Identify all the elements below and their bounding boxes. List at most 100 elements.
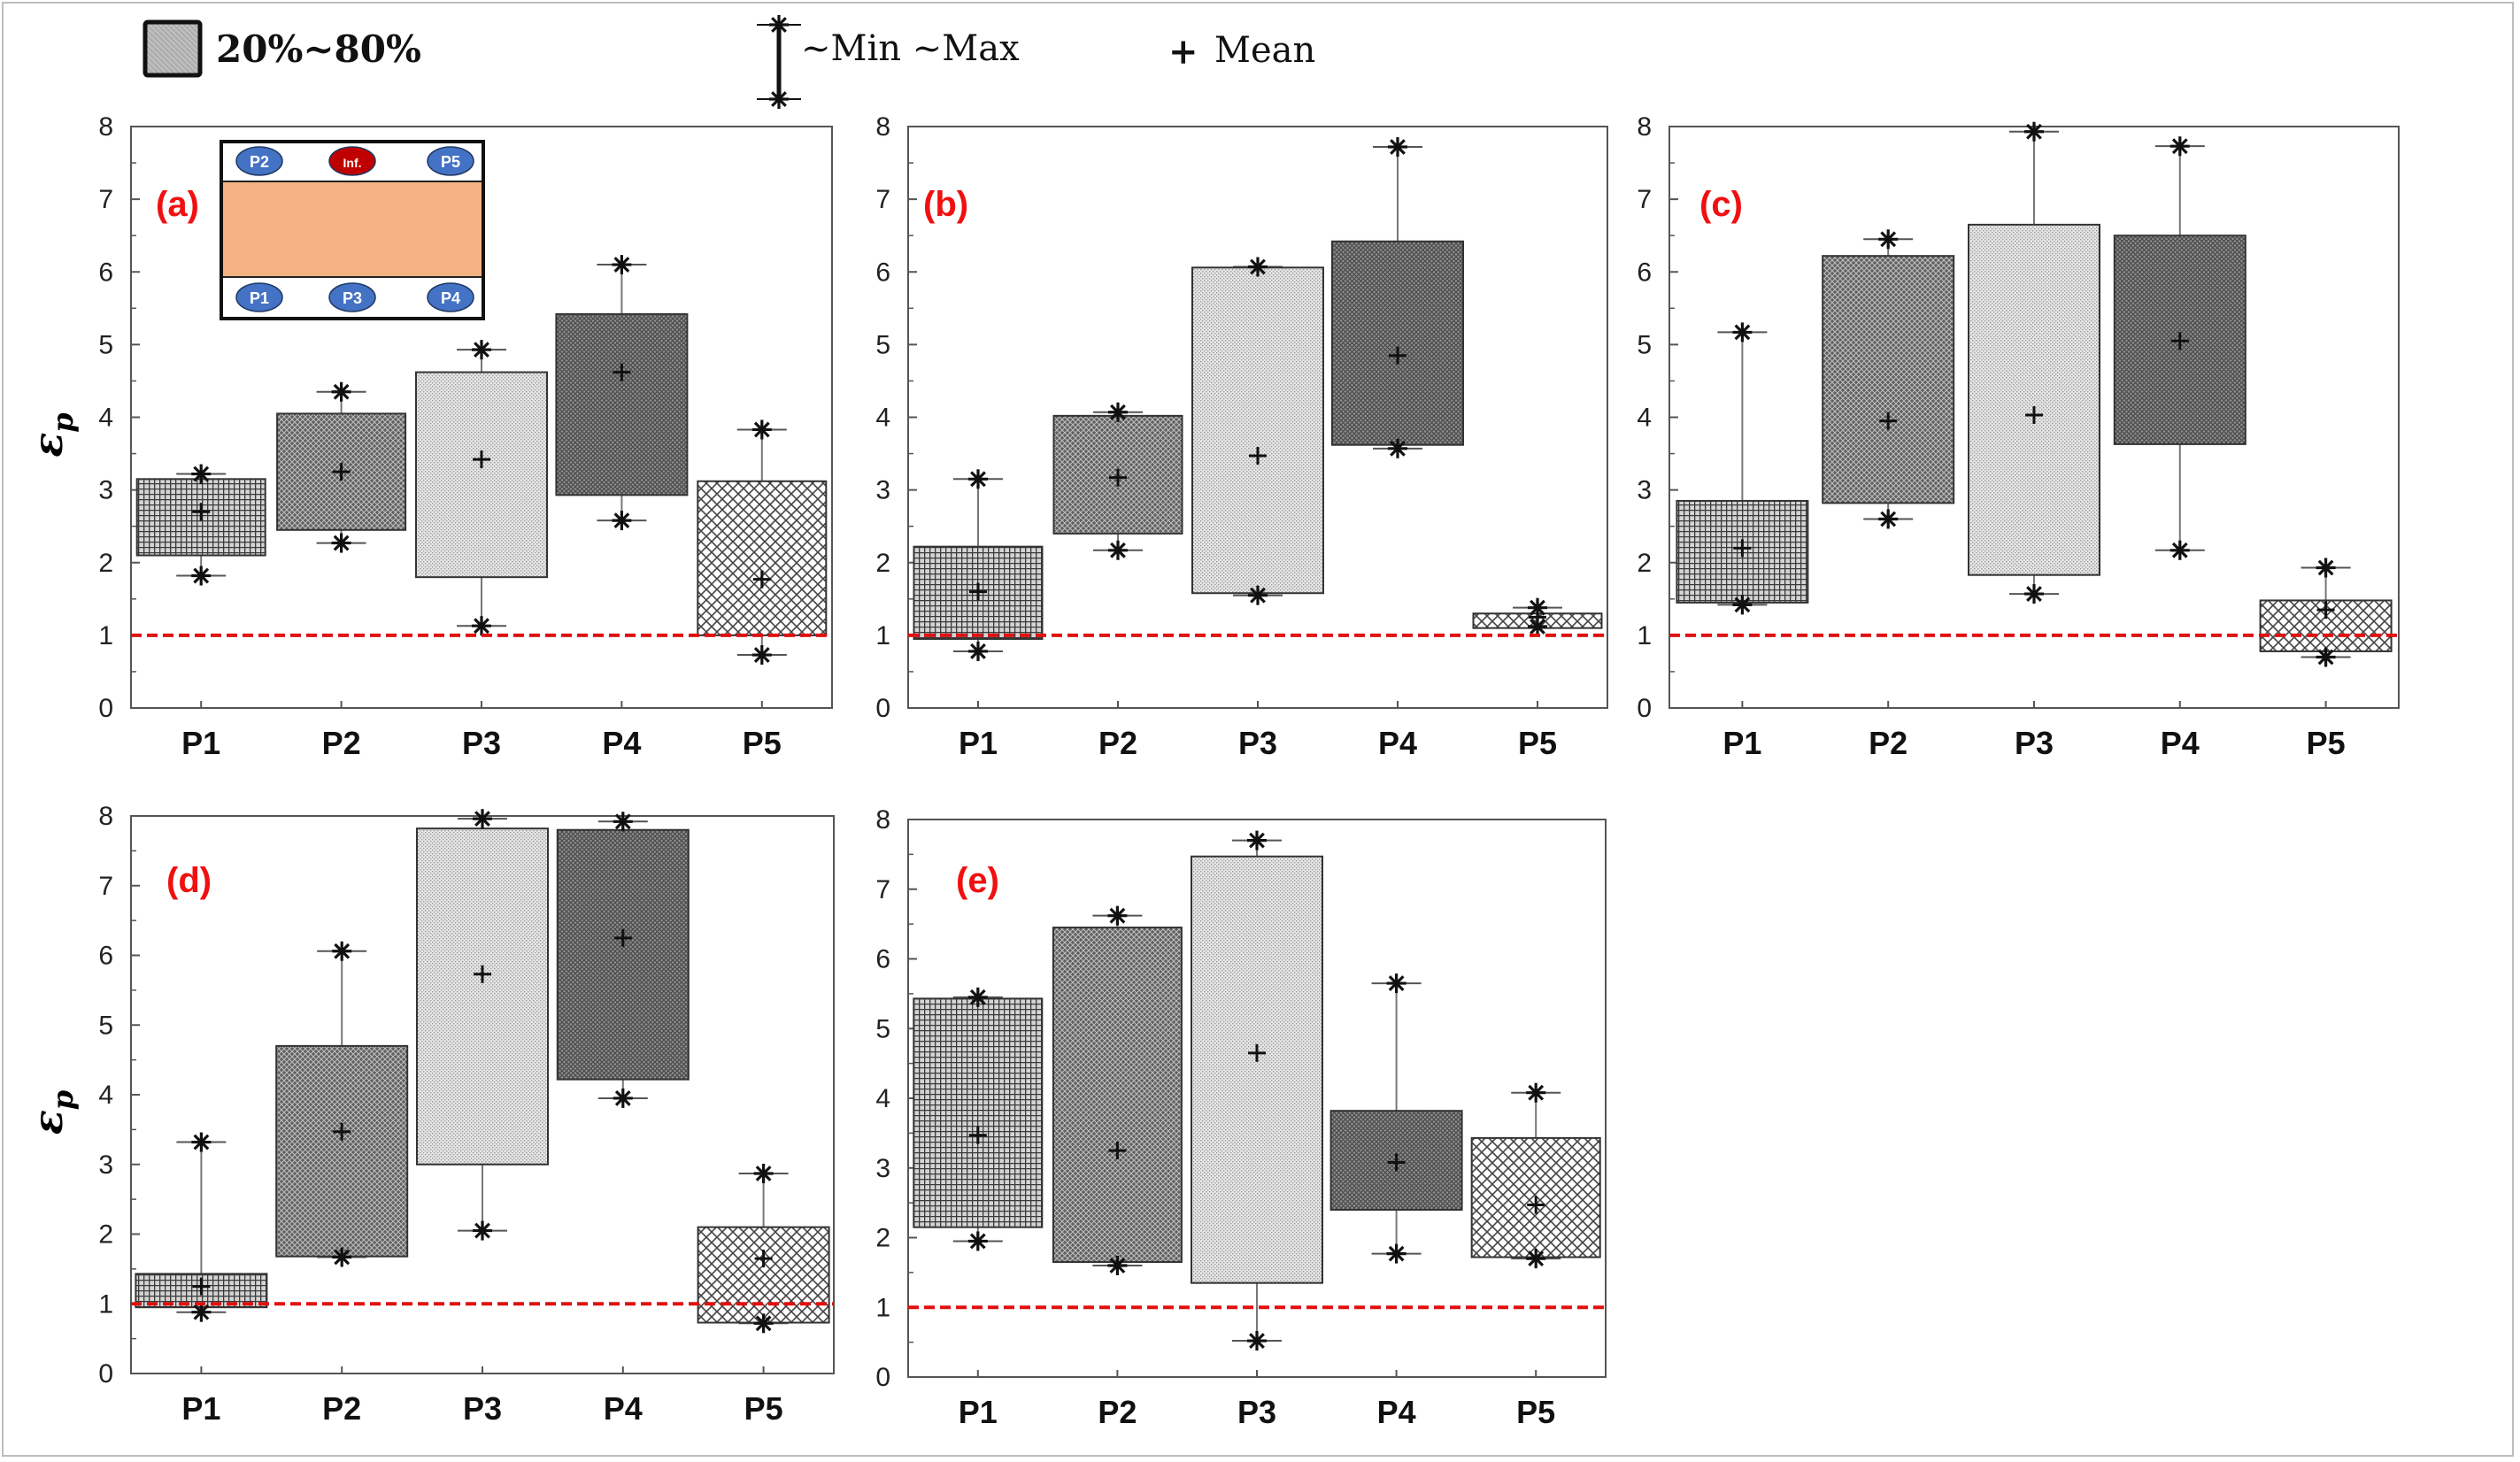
x-category-label: P4 <box>1378 725 1417 761</box>
min-marker <box>2024 584 2044 604</box>
x-category-label: P4 <box>602 725 641 761</box>
y-tick-label: 2 <box>1637 549 1652 578</box>
x-category-label: P5 <box>743 725 782 761</box>
y-tick-label: 8 <box>875 805 890 835</box>
y-tick-label: 5 <box>98 1011 113 1040</box>
mean-marker <box>969 582 987 601</box>
panel-label: (a) <box>156 185 199 224</box>
y-tick-label: 6 <box>98 258 113 287</box>
max-marker <box>751 419 772 440</box>
x-category-label: P2 <box>1869 725 1907 761</box>
x-category-label: P3 <box>462 725 501 761</box>
max-marker <box>753 1163 774 1183</box>
y-tick-label: 3 <box>875 476 890 505</box>
max-marker <box>331 381 351 402</box>
x-category-label: P2 <box>1098 725 1137 761</box>
x-category-label: P1 <box>181 1390 220 1427</box>
legend-min-marker <box>769 89 789 109</box>
y-tick-label: 4 <box>875 404 890 433</box>
box-body <box>1191 266 1324 595</box>
min-marker <box>1248 585 1268 605</box>
mean-marker <box>752 570 771 589</box>
box-p5 <box>697 1163 830 1334</box>
min-marker <box>2169 540 2190 560</box>
box-body <box>1968 223 2100 576</box>
y-tick-label: 8 <box>875 112 890 142</box>
x-category-label: P5 <box>744 1390 783 1427</box>
y-tick-label: 0 <box>98 1359 113 1389</box>
legend: 20%~80% ~Min ~Max + Mean <box>143 15 1315 109</box>
y-tick-label: 3 <box>875 1154 890 1183</box>
x-category-label: P5 <box>2307 725 2346 761</box>
box-p5 <box>1470 1082 1601 1269</box>
inset-sensor-bottom <box>235 282 283 312</box>
box-p4 <box>556 812 690 1108</box>
max-marker <box>1248 257 1268 277</box>
y-tick-label: 7 <box>1637 185 1652 214</box>
max-marker <box>1732 322 1753 342</box>
x-category-label: P4 <box>604 1390 643 1427</box>
box-p3 <box>1968 121 2100 604</box>
min-marker <box>473 1220 492 1241</box>
mean-marker <box>473 450 490 469</box>
box-p4 <box>555 255 689 531</box>
mean-marker <box>2025 406 2043 425</box>
x-category-label: P3 <box>1238 725 1277 761</box>
box-body <box>1052 927 1183 1264</box>
box-p1 <box>913 987 1044 1251</box>
y-axis-label: εp <box>24 1090 80 1135</box>
y-tick-label: 5 <box>98 330 113 359</box>
panel-label: (c) <box>1699 185 1743 224</box>
x-category-label: P1 <box>959 725 998 761</box>
y-tick-label: 3 <box>98 476 113 505</box>
max-marker <box>191 464 212 484</box>
box-p2 <box>1052 905 1183 1275</box>
box-body <box>556 828 690 1081</box>
specimen-inset: P2 Inf. P5 P1 P3 P4 <box>220 140 485 320</box>
box-body <box>275 1044 409 1258</box>
y-tick-label: 5 <box>875 330 890 359</box>
legend-box-label: 20%~80% <box>216 27 421 71</box>
mean-marker <box>1879 412 1898 430</box>
min-marker <box>751 645 772 666</box>
x-category-label: P2 <box>322 1390 361 1427</box>
legend-mean-symbol: + <box>1168 31 1198 73</box>
box-p2 <box>275 941 409 1267</box>
y-tick-label: 2 <box>875 549 890 578</box>
y-tick-label: 1 <box>98 1289 113 1319</box>
mean-marker <box>192 503 211 521</box>
min-marker <box>1388 438 1407 458</box>
box-p1 <box>913 469 1044 661</box>
y-tick-label: 4 <box>1637 404 1652 433</box>
inset-specimen <box>223 181 482 277</box>
max-marker <box>1528 597 1547 618</box>
max-marker <box>472 340 491 360</box>
max-marker <box>613 812 633 832</box>
y-tick-label: 0 <box>98 694 113 723</box>
box-body <box>697 480 828 636</box>
box-body <box>1331 240 1464 446</box>
x-category-label: P1 <box>1722 725 1761 761</box>
max-marker <box>1107 905 1128 926</box>
max-marker <box>968 469 988 489</box>
panel-label: (b) <box>923 185 968 224</box>
y-tick-label: 0 <box>1637 694 1652 723</box>
y-tick-label: 6 <box>875 258 890 287</box>
inset-sensor-label: P5 <box>441 153 460 171</box>
y-tick-label: 6 <box>98 942 113 971</box>
min-marker <box>1107 1256 1128 1275</box>
y-tick-label: 4 <box>98 404 113 433</box>
y-tick-label: 6 <box>875 945 890 974</box>
min-marker <box>331 533 351 553</box>
mean-marker <box>968 1126 987 1144</box>
legend-mean-label: Mean <box>1214 30 1315 71</box>
panel-b: 0 1 2 3 4 5 6 7 8 P1 P2 P3 P4 P5 (b) <box>875 112 1608 761</box>
inset-sensor-bottom <box>427 282 474 312</box>
y-tick-label: 5 <box>1637 330 1652 359</box>
min-marker <box>191 1302 212 1322</box>
inset-sensor-top <box>235 146 283 176</box>
y-tick-label: 1 <box>98 621 113 650</box>
box-p5 <box>697 419 828 666</box>
